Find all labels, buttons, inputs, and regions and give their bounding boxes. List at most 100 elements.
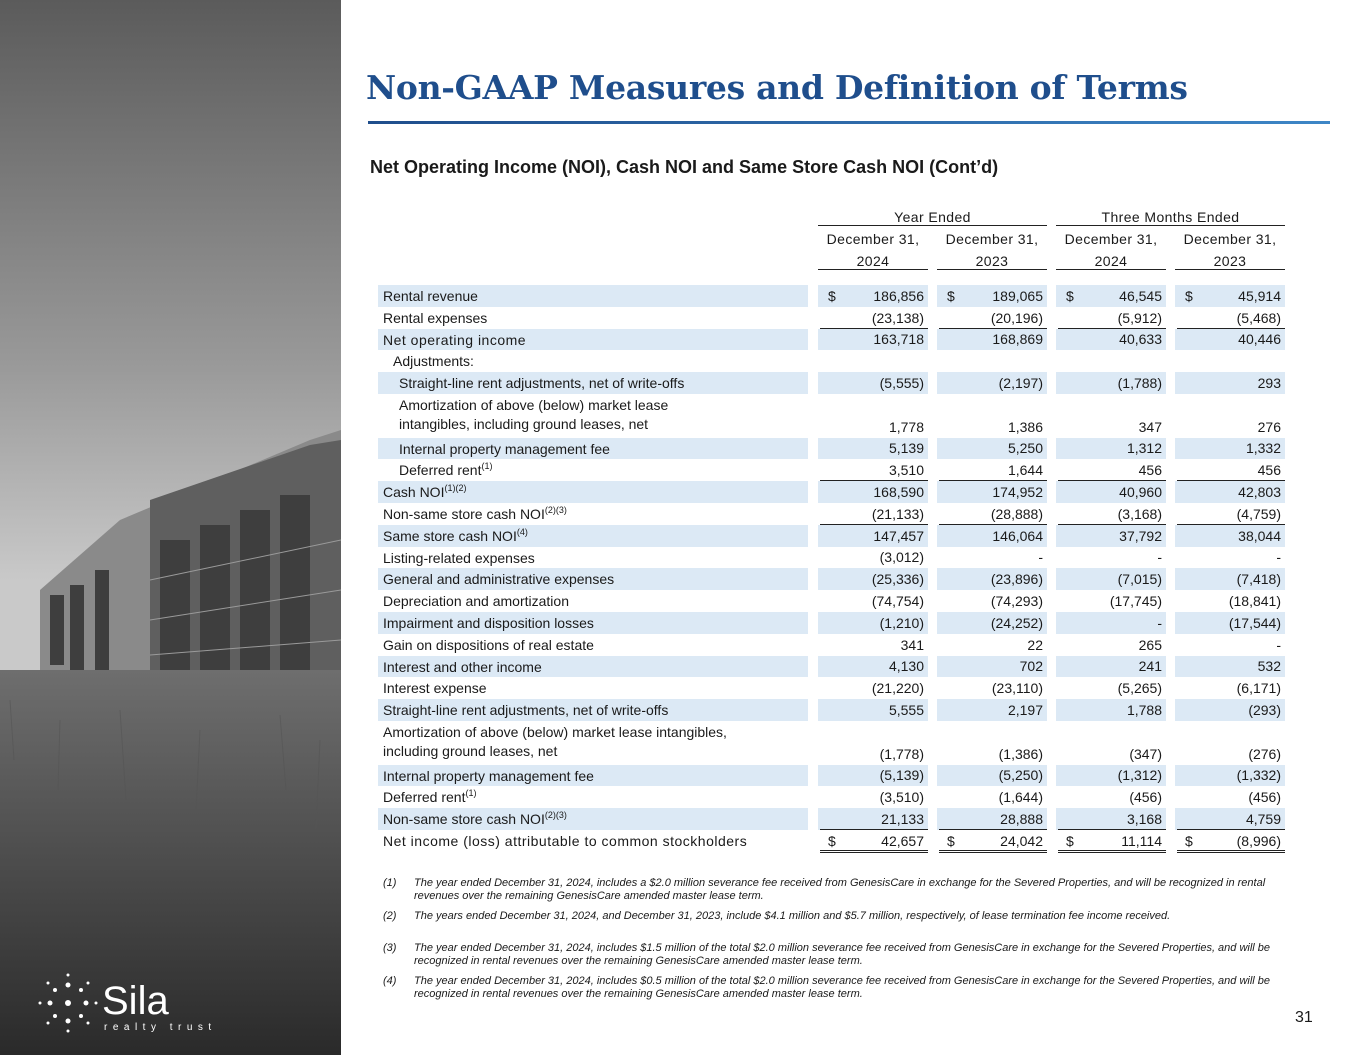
value: 186,856	[873, 287, 924, 304]
row-shade	[818, 699, 928, 721]
row-shade	[818, 328, 928, 351]
value: 21,133	[881, 811, 924, 827]
value: 293	[1257, 375, 1281, 391]
column-header: December 31,	[1064, 231, 1158, 247]
group-rule	[1056, 225, 1285, 226]
value: (5,250)	[998, 767, 1043, 784]
column-header: 2023	[1213, 253, 1247, 269]
value: 168,869	[992, 331, 1043, 348]
logo-tagline: realty trust	[104, 1022, 217, 1033]
page-number: 31	[1295, 1009, 1313, 1026]
row-shade	[937, 285, 1047, 307]
value: 5,139	[888, 440, 924, 457]
row-shade	[1175, 568, 1285, 591]
row-shade	[1056, 481, 1166, 503]
value: -	[1157, 549, 1162, 566]
value: 3,510	[888, 462, 924, 479]
subtotal-rule	[1177, 480, 1285, 482]
footnote: (2) The years ended December 31, 2024, an…	[383, 910, 1308, 923]
value: 22	[1027, 636, 1043, 653]
row-label: Straight-line rent adjustments, net of w…	[383, 702, 669, 719]
currency: $	[947, 832, 955, 849]
row-shade	[378, 437, 808, 460]
footnote-text: The years ended December 31, 2024, and D…	[414, 909, 1171, 922]
row-label: including ground leases, net	[383, 743, 558, 759]
total-rule	[1058, 849, 1166, 851]
total-rule	[1058, 851, 1166, 853]
footnote-marker: (4)	[383, 974, 397, 987]
row-shade	[1175, 808, 1285, 830]
row-shade	[818, 808, 928, 830]
value: (6,171)	[1236, 680, 1281, 697]
row-shade	[1056, 372, 1166, 394]
row-label: Net operating income	[383, 331, 527, 348]
row-shade	[378, 612, 808, 634]
row-shade	[818, 764, 928, 787]
value: 45,914	[1238, 287, 1281, 304]
footnote-ref: (1)	[481, 461, 493, 472]
subtotal-rule	[820, 523, 928, 525]
footnote-marker: (3)	[383, 942, 397, 954]
subtotal-rule	[939, 327, 1047, 329]
row-shade	[818, 612, 928, 634]
row-shade	[937, 764, 1047, 787]
row-shade	[378, 655, 808, 678]
total-rule	[820, 849, 928, 851]
value: 276	[1257, 418, 1281, 435]
value: 1,788	[1126, 702, 1162, 718]
row-shade	[1056, 524, 1166, 547]
value: -	[1038, 549, 1043, 566]
row-shade	[1056, 655, 1166, 678]
footnote: (1) The year ended December 31, 2024, inc…	[383, 877, 1308, 903]
row-shade	[937, 328, 1047, 351]
row-label: Cash NOI(1)(2)	[383, 483, 467, 501]
value: (24,252)	[990, 614, 1043, 631]
row-shade	[1175, 372, 1285, 394]
currency: $	[1185, 832, 1193, 849]
row-label: Internal property management fee	[399, 440, 610, 457]
row-shade	[378, 808, 808, 830]
row-shade	[1056, 808, 1166, 830]
subtotal-rule	[820, 480, 928, 482]
row-label: Non-same store cash NOI(2)(3)	[383, 810, 567, 828]
row-shade	[818, 524, 928, 547]
value: (28,888)	[990, 505, 1043, 522]
value: 4,130	[888, 658, 924, 675]
value: 168,590	[873, 484, 924, 500]
value: 5,555	[888, 702, 924, 718]
row-shade	[1175, 655, 1285, 678]
value: 1,644	[1007, 462, 1043, 479]
row-label: Interest and other income	[383, 658, 542, 675]
value: 1,386	[1007, 418, 1043, 435]
row-shade	[1175, 764, 1285, 787]
value: (456)	[1129, 789, 1162, 806]
footnote-ref: (2)(3)	[544, 810, 567, 821]
column-group: Year Ended	[894, 209, 971, 225]
row-label: Net income (loss) attributable to common…	[383, 833, 748, 849]
logo-name: Sila	[102, 979, 169, 1023]
value: (23,110)	[991, 680, 1043, 697]
value: (23,138)	[871, 309, 924, 326]
footnote-text: The year ended December 31, 2024, includ…	[414, 877, 1266, 902]
currency: $	[1066, 832, 1074, 849]
row-shade	[378, 764, 808, 787]
row-label: Gain on dispositions of real estate	[383, 636, 594, 653]
section-title: Net Operating Income (NOI), Cash NOI and…	[370, 157, 999, 177]
header-rule	[818, 269, 928, 270]
value: (1,644)	[998, 789, 1043, 806]
value: (18,841)	[1228, 593, 1281, 609]
value: (347)	[1129, 745, 1162, 762]
subtotal-rule	[1058, 829, 1166, 830]
value: 3,168	[1126, 811, 1162, 827]
total-rule	[939, 849, 1047, 851]
subtotal-rule	[1058, 327, 1166, 329]
currency: $	[1066, 287, 1074, 304]
footnote-marker: (1)	[383, 877, 397, 889]
subtotal-rule	[1058, 480, 1166, 482]
value: 2,197	[1007, 702, 1043, 718]
subtotal-rule	[1177, 523, 1285, 525]
row-shade	[378, 372, 808, 394]
row-label: Interest expense	[383, 680, 487, 697]
value: 702	[1019, 658, 1043, 675]
